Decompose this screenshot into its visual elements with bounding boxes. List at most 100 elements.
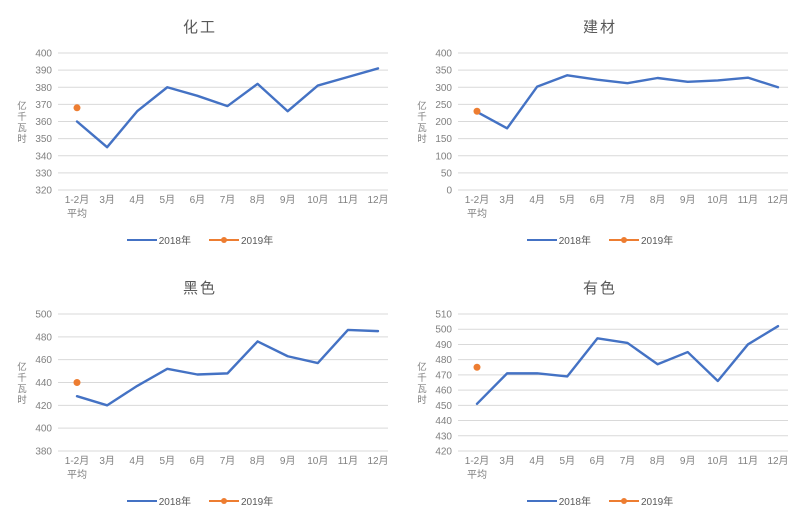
x-tick-label: 7月 <box>220 194 236 206</box>
y-axis-unit-label: 瓦 <box>17 123 27 134</box>
y-tick-label: 430 <box>435 431 452 442</box>
x-tick-label: 10月 <box>307 455 328 467</box>
x-tick-label: 8月 <box>650 194 666 206</box>
y-tick-label: 440 <box>435 416 452 427</box>
chart-panel-nonferrous: 有色 420 430 440 450 460 470 480 490 500 510 亿千瓦时 1-2… <box>400 261 800 522</box>
series-2018年-line <box>75 67 380 149</box>
chart-panel-chemical: 化工 320 330 340 350 360 370 380 390 400 亿千瓦时 1-2月平均… <box>0 0 400 261</box>
y-tick-label: 300 <box>435 83 452 94</box>
chart-title-chemical: 化工 <box>182 19 217 36</box>
x-tick-label: 6月 <box>590 194 606 206</box>
y-tick-label: 0 <box>446 186 452 197</box>
x-tick-label: 4月 <box>129 455 145 467</box>
y-axis-unit-label: 时 <box>417 133 427 145</box>
legend-2019-dot-line-icon <box>209 236 239 243</box>
x-tick-label: 12月 <box>767 194 788 206</box>
legend-item-2019: 2019年 <box>209 232 273 247</box>
x-tick-label: 12月 <box>767 455 788 467</box>
y-axis-unit-label: 千 <box>17 112 27 123</box>
y-tick-label: 510 <box>435 310 452 321</box>
y-tick-label: 460 <box>435 386 452 397</box>
chart-title-nonferrous: 有色 <box>582 280 617 297</box>
x-tick-label: 12月 <box>367 455 388 467</box>
legend-2018-line-icon <box>126 499 157 502</box>
x-tick-label: 11月 <box>338 194 358 206</box>
x-tick-label: 8月 <box>250 194 266 206</box>
legend-2018-label: 2018年 <box>558 497 591 508</box>
y-tick-label: 480 <box>35 332 52 343</box>
x-tick-label: 4月 <box>529 455 545 467</box>
legend-2019-label: 2019年 <box>241 497 274 508</box>
y-axis-unit-label: 千 <box>417 373 427 384</box>
series-2019年-point <box>73 379 81 386</box>
x-tick-label: 9月 <box>280 194 296 206</box>
x-tick-label: 9月 <box>280 455 296 467</box>
x-tick-label: 3月 <box>99 194 115 206</box>
y-tick-label: 450 <box>435 401 452 412</box>
x-tick-label: 1-2月平均 <box>465 194 489 220</box>
legend-item-2018: 2018年 <box>526 493 591 508</box>
legend-ferrous: 2018年 2019年 <box>0 493 400 508</box>
y-tick-label: 390 <box>35 66 52 77</box>
y-tick-label: 440 <box>35 378 52 389</box>
y-tick-label: 150 <box>435 134 452 145</box>
y-tick-label: 500 <box>435 325 452 336</box>
series-2018年-line <box>75 328 380 407</box>
y-axis-unit-label: 亿 <box>17 361 27 373</box>
series-2018年-line <box>475 74 780 130</box>
legend-2019-dot-line-icon <box>609 497 639 504</box>
x-tick-label: 8月 <box>650 455 666 467</box>
legend-2018-line-icon <box>526 499 557 502</box>
x-tick-label: 4月 <box>529 194 545 206</box>
y-tick-label: 100 <box>435 151 452 162</box>
x-tick-label: 1-2月平均 <box>465 455 489 481</box>
y-tick-label: 360 <box>35 117 52 128</box>
y-axis-unit-label: 瓦 <box>417 384 427 395</box>
series-2018年-line <box>475 324 780 406</box>
series-2019年-point <box>73 104 81 112</box>
y-tick-label: 490 <box>435 340 452 351</box>
y-tick-label: 370 <box>35 100 52 111</box>
legend-item-2018: 2018年 <box>126 232 191 247</box>
x-tick-label: 10月 <box>707 194 728 206</box>
x-tick-label: 5月 <box>560 455 576 467</box>
x-tick-label: 11月 <box>738 455 758 467</box>
y-tick-label: 400 <box>35 424 52 435</box>
y-tick-label: 200 <box>435 117 452 128</box>
y-tick-label: 480 <box>435 355 452 366</box>
y-axis-unit-label: 瓦 <box>17 384 27 395</box>
legend-item-2019: 2019年 <box>209 493 273 508</box>
y-tick-label: 350 <box>435 66 452 77</box>
y-tick-label: 330 <box>35 168 52 179</box>
y-tick-label: 380 <box>35 447 52 458</box>
y-axis-unit-label: 时 <box>17 394 27 406</box>
y-axis-unit-label: 瓦 <box>417 123 427 134</box>
y-tick-label: 420 <box>435 447 452 458</box>
chart-panel-ferrous: 黑色 380 400 420 440 460 480 500 亿千瓦时 1-2月平均 3月 4月 5月… <box>0 261 400 522</box>
legend-2019-dot-line-icon <box>209 497 239 504</box>
x-tick-label: 12月 <box>367 194 388 206</box>
y-tick-label: 420 <box>35 401 52 412</box>
x-tick-label: 3月 <box>99 455 115 467</box>
x-tick-label: 6月 <box>190 455 206 467</box>
x-tick-label: 9月 <box>680 194 696 206</box>
y-tick-label: 380 <box>35 83 52 94</box>
y-axis-unit-label: 亿 <box>17 100 27 112</box>
x-tick-label: 4月 <box>129 194 145 206</box>
y-tick-label: 400 <box>35 49 52 60</box>
x-tick-label: 3月 <box>499 455 515 467</box>
x-tick-label: 5月 <box>560 194 576 206</box>
y-tick-label: 500 <box>35 310 52 321</box>
y-axis-unit-label: 千 <box>417 112 427 123</box>
x-tick-label: 1-2月平均 <box>65 194 89 220</box>
x-tick-label: 10月 <box>707 455 728 467</box>
y-axis-unit-label: 时 <box>17 133 27 145</box>
legend-item-2019: 2019年 <box>609 232 673 247</box>
x-tick-label: 3月 <box>499 194 515 206</box>
y-axis-unit-label: 时 <box>417 394 427 406</box>
